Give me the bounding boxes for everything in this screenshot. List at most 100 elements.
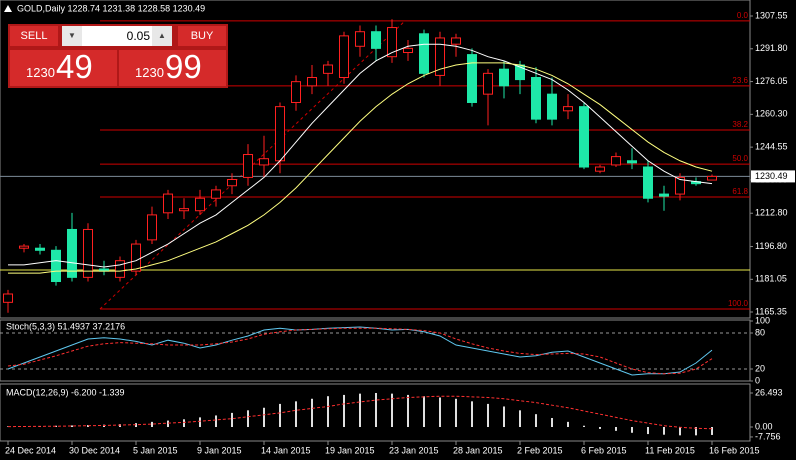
histogram-bar [7, 426, 9, 428]
y-tick-label: 0.00 [755, 421, 773, 431]
fib-label: 38.2 [732, 120, 748, 129]
collapse-icon[interactable] [4, 5, 12, 12]
histogram-bar [183, 419, 185, 428]
histogram-bar [503, 406, 505, 428]
candle-body [179, 208, 189, 212]
histogram-bar [615, 427, 617, 431]
y-tick-label: 1181.05 [755, 274, 787, 284]
candle-body [51, 249, 61, 283]
y-tick-label: 100 [755, 315, 770, 325]
x-tick-label: 16 Feb 2015 [709, 445, 760, 455]
histogram-bar [631, 427, 633, 433]
candle-body [259, 158, 269, 166]
y-tick-label: 1291.80 [755, 43, 788, 53]
lot-increase[interactable]: ▲ [152, 26, 172, 46]
candle-body [707, 175, 717, 181]
x-tick-label: 6 Feb 2015 [581, 445, 627, 455]
histogram-bar [311, 398, 313, 428]
candle-body [547, 93, 557, 120]
last-price-box [751, 170, 795, 183]
candle-body [115, 260, 125, 278]
candle-body [355, 31, 365, 47]
histogram-bar [167, 420, 169, 428]
candle-body [211, 189, 221, 199]
histogram-bar [231, 412, 233, 428]
y-tick-label: 1244.55 [755, 142, 788, 152]
histogram-bar [679, 427, 681, 436]
candle-body [19, 245, 29, 249]
y-tick-label: 1260.30 [755, 109, 788, 119]
candle-body [227, 179, 237, 187]
histogram-bar [711, 427, 713, 435]
histogram-bar [439, 397, 441, 428]
fib-label: 100.0 [728, 299, 749, 308]
x-tick-label: 14 Jan 2015 [261, 445, 311, 455]
y-tick-label: 1212.80 [755, 208, 788, 218]
histogram-bar [215, 415, 217, 428]
candle-body [611, 156, 621, 166]
candle-body [659, 193, 669, 197]
y-tick-label: 80 [755, 327, 765, 337]
x-tick-label: 28 Jan 2015 [453, 445, 503, 455]
y-tick-label: 0 [755, 375, 760, 385]
candle-body [595, 166, 605, 172]
histogram-bar [199, 417, 201, 428]
moving-average [8, 43, 713, 268]
ask-price[interactable]: 1230 99 [119, 48, 226, 86]
candle-body [35, 247, 45, 251]
bid-price-big: 49 [56, 48, 93, 85]
candle-body [579, 106, 589, 168]
candle-body [643, 166, 653, 199]
histogram-bar [567, 421, 569, 428]
histogram-bar [391, 393, 393, 428]
x-tick-label: 11 Feb 2015 [645, 445, 695, 455]
candle-body [163, 193, 173, 214]
histogram-bar [263, 407, 265, 428]
histogram-bar [551, 418, 553, 428]
trade-panel: SELL 0.05 ▼ ▲ BUY 1230 49 1230 99 [8, 24, 228, 88]
y-tick-label: 20 [755, 363, 765, 373]
candle-body [307, 77, 317, 87]
histogram-bar [247, 410, 249, 428]
histogram-bar [423, 396, 425, 428]
histogram-bar [599, 427, 601, 429]
y-tick-label: 1276.05 [755, 76, 788, 86]
candle-body [323, 64, 333, 74]
stoch-pane-frame [0, 319, 751, 382]
histogram-bar [135, 423, 137, 428]
candle-body [243, 154, 253, 178]
candle-body [371, 31, 381, 49]
candle-body [531, 77, 541, 120]
histogram-bar [375, 392, 377, 428]
indicator-line [7, 327, 713, 375]
histogram-bar [583, 425, 585, 428]
histogram-bar [151, 421, 153, 428]
candle-body [275, 106, 285, 162]
x-tick-label: 5 Jan 2015 [133, 445, 178, 455]
stoch-title: Stoch(5,3,3) 51.4937 37.2176 [6, 321, 125, 331]
lot-decrease[interactable]: ▼ [62, 26, 82, 46]
histogram-bar [295, 401, 297, 428]
histogram-bar [471, 401, 473, 428]
x-tick-label: 19 Jan 2015 [325, 445, 375, 455]
main-pane-frame [0, 0, 751, 319]
histogram-bar [407, 394, 409, 428]
lot-input[interactable]: 0.05 [62, 26, 172, 46]
macd-title: MACD(12,26,9) -6.200 -1.339 [6, 387, 125, 397]
buy-button[interactable]: BUY [178, 26, 226, 46]
histogram-bar [343, 394, 345, 428]
histogram-bar [695, 427, 697, 436]
y-tick-label: -7.756 [755, 431, 781, 441]
fib-label: 50.0 [732, 154, 748, 163]
candle-body [435, 37, 445, 76]
candle-body [291, 81, 301, 103]
chart-title: GOLD,Daily 1228.74 1231.38 1228.58 1230.… [17, 3, 205, 13]
candle-body [675, 176, 685, 195]
candle-body [403, 47, 413, 54]
sell-button[interactable]: SELL [10, 26, 58, 46]
moving-average [8, 62, 713, 274]
candle-body [195, 197, 205, 212]
histogram-bar [487, 403, 489, 428]
bid-price[interactable]: 1230 49 [10, 48, 117, 86]
